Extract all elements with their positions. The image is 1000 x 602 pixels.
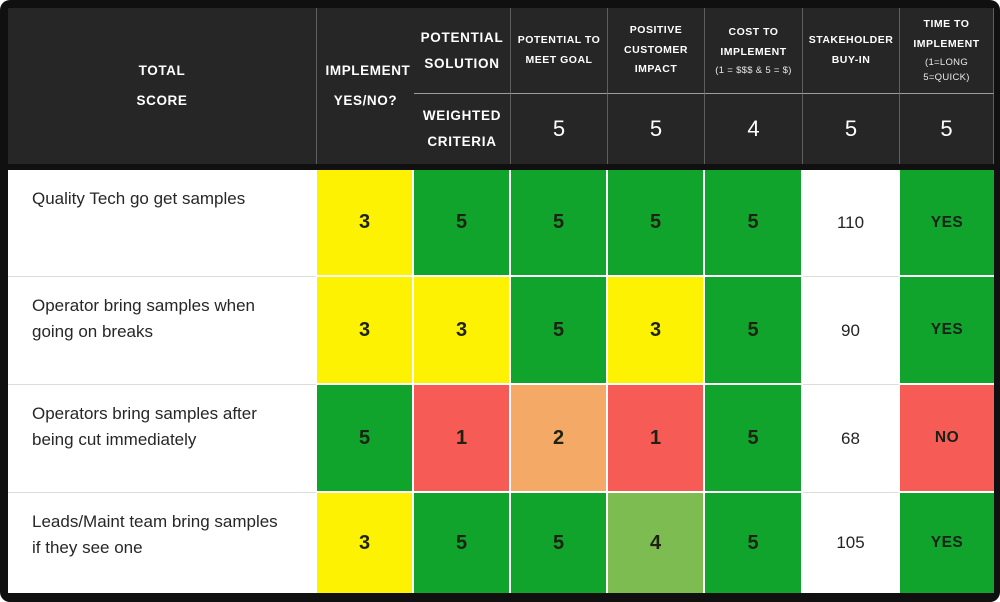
total-score-cell: 110 — [803, 170, 900, 277]
column-header-potential-to-meet-goal: POTENTIAL TO MEET GOAL — [511, 8, 608, 94]
weight-value: 4 — [747, 116, 760, 141]
total-score-cell: 105 — [803, 493, 900, 593]
score-cell: 5 — [414, 493, 511, 593]
total-score-cell: 90 — [803, 277, 900, 385]
weight-value: 5 — [649, 116, 663, 141]
score-cell: 3 — [317, 493, 414, 593]
implement-cell: YES — [900, 170, 994, 277]
column-header-stakeholder-buy-in: STAKEHOLDER BUY-IN — [803, 8, 900, 94]
score-cell: 1 — [414, 385, 511, 493]
column-header-label: IMPLEMENT YES/NO? — [325, 63, 411, 108]
score-cell: 4 — [608, 493, 705, 593]
score-cell: 5 — [414, 170, 511, 277]
score-cell: 5 — [608, 170, 705, 277]
weight-cell: 4 — [705, 94, 803, 164]
column-header-label: POTENTIAL SOLUTION — [420, 29, 504, 71]
weighted-criteria-label: WEIGHTED CRITERIA — [422, 108, 502, 149]
score-cell: 2 — [511, 385, 608, 493]
column-header-label: TOTAL SCORE — [136, 63, 188, 108]
weight-cell: 5 — [511, 94, 608, 164]
column-header-implement-yes-no: IMPLEMENT YES/NO? — [317, 8, 414, 164]
weighted-criteria-label-cell: WEIGHTED CRITERIA — [414, 94, 511, 164]
score-cell: 5 — [317, 385, 414, 493]
total-score-cell: 68 — [803, 385, 900, 493]
score-cell: 5 — [511, 170, 608, 277]
matrix-header: POTENTIAL SOLUTION POTENTIAL TO MEET GOA… — [8, 8, 994, 164]
weight-value: 5 — [552, 116, 566, 141]
solution-cell: Operator bring samples when going on bre… — [8, 277, 317, 385]
score-cell: 3 — [317, 277, 414, 385]
implement-cell: NO — [900, 385, 994, 493]
score-cell: 5 — [705, 170, 803, 277]
weight-value: 5 — [844, 116, 858, 141]
column-header-sublabel: (1 = $$$ & 5 = $) — [715, 64, 792, 76]
column-header-total-score: TOTAL SCORE — [8, 8, 317, 164]
score-cell: 3 — [414, 277, 511, 385]
column-header-label: TIME TO IMPLEMENT — [913, 18, 980, 51]
column-header-label: COST TO IMPLEMENT — [720, 25, 787, 58]
solution-cell: Leads/Maint team bring samples if they s… — [8, 493, 317, 593]
column-header-label: POSITIVE CUSTOMER IMPACT — [624, 23, 688, 76]
score-cell: 3 — [317, 170, 414, 277]
solution-cell: Quality Tech go get samples — [8, 170, 317, 277]
weight-cell: 5 — [900, 94, 994, 164]
score-cell: 5 — [511, 493, 608, 593]
column-header-time-to-implement: TIME TO IMPLEMENT (1=LONG 5=QUICK) — [900, 8, 994, 94]
score-cell: 5 — [705, 493, 803, 593]
column-header-sublabel: (1=LONG 5=QUICK) — [923, 57, 970, 84]
implement-cell: YES — [900, 277, 994, 385]
matrix-body: Quality Tech go get samples 3 5 5 5 5 11… — [8, 170, 994, 593]
solution-cell: Operators bring samples after being cut … — [8, 385, 317, 493]
weight-cell: 5 — [608, 94, 705, 164]
implement-cell: YES — [900, 493, 994, 593]
weight-value: 5 — [940, 116, 953, 141]
column-header-label: POTENTIAL TO MEET GOAL — [517, 33, 601, 66]
column-header-label: STAKEHOLDER BUY-IN — [808, 33, 894, 66]
score-cell: 5 — [705, 385, 803, 493]
column-header-potential-solution: POTENTIAL SOLUTION — [414, 8, 511, 94]
score-cell: 5 — [511, 277, 608, 385]
weight-cell: 5 — [803, 94, 900, 164]
score-cell: 5 — [705, 277, 803, 385]
score-cell: 1 — [608, 385, 705, 493]
score-cell: 3 — [608, 277, 705, 385]
column-header-positive-customer-impact: POSITIVE CUSTOMER IMPACT — [608, 8, 705, 94]
column-header-cost-to-implement: COST TO IMPLEMENT (1 = $$$ & 5 = $) — [705, 8, 803, 94]
